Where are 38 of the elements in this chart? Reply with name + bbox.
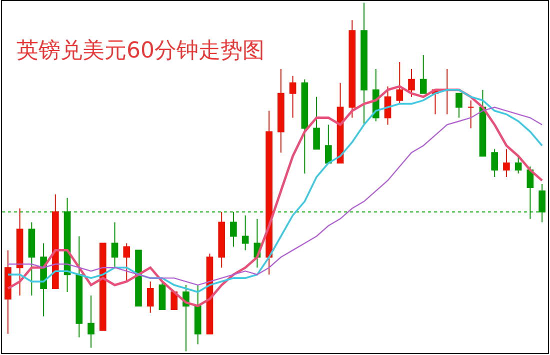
- candlestick: [408, 68, 415, 98]
- candlestick: [313, 96, 320, 150]
- candlestick: [538, 183, 546, 223]
- candlestick: [28, 222, 36, 296]
- candlestick: [123, 242, 130, 282]
- candlestick: [325, 124, 332, 164]
- candlestick: [348, 20, 356, 118]
- candlestick: [4, 250, 12, 334]
- candlestick: [467, 100, 474, 129]
- candlestick: [396, 61, 404, 104]
- candlestick: [278, 68, 284, 154]
- candlestick: [88, 295, 94, 348]
- candlestick: [194, 284, 202, 345]
- candlestick: [301, 78, 308, 174]
- candlestick: [158, 281, 166, 310]
- candlestick: [360, 2, 368, 126]
- text: 英镑兑美元60分钟走势图: [16, 38, 264, 64]
- candlestick: [526, 166, 534, 220]
- candlestick: [218, 211, 225, 268]
- candlestick: [514, 156, 522, 174]
- candlestick: [99, 242, 106, 331]
- candlestick: [16, 208, 24, 296]
- candlestick: [266, 110, 272, 276]
- candlestick: [491, 148, 498, 178]
- candlestick: [146, 281, 154, 314]
- candlestick: [384, 86, 392, 126]
- candlestick: [230, 211, 237, 248]
- candlestick: [135, 250, 142, 306]
- candlestick: [420, 54, 427, 94]
- candlestick: [456, 92, 462, 118]
- candlestick: [479, 89, 486, 157]
- candlestick: [52, 194, 59, 290]
- candlestick: [111, 222, 118, 268]
- candlestick: [503, 148, 510, 178]
- candlestick: [289, 75, 296, 118]
- candlestick: [242, 214, 249, 251]
- candlestick: [76, 236, 83, 338]
- candlestick: [170, 292, 178, 310]
